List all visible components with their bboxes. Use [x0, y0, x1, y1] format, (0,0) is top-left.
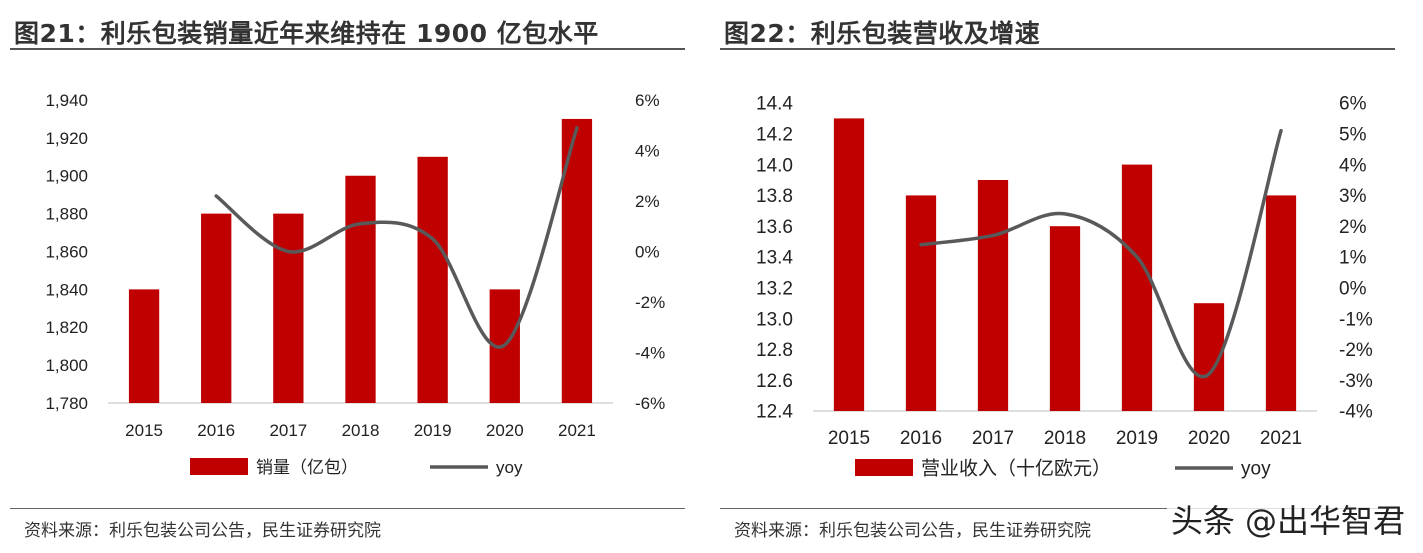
y-left-tick-label: 12.8	[756, 340, 793, 361]
chart-panel-sales: 图21：利乐包装销量近年来维持在 1900 亿包水平 1,780 1,800 1,8…	[10, 0, 685, 553]
y-right-tick-label: -2%	[635, 293, 665, 312]
y-left-tick-label: 13.4	[756, 248, 793, 269]
y-right-tick-label: -1%	[1339, 309, 1373, 330]
bar	[905, 195, 937, 411]
x-tick-label: 2016	[197, 421, 235, 440]
source-divider	[10, 508, 685, 509]
y-left-tick-label: 14.4	[756, 94, 793, 115]
y-right-tick-label: 6%	[635, 91, 660, 110]
y-left-tick-label: 14.0	[756, 155, 793, 176]
y-right-tick-label: 3%	[1339, 186, 1367, 207]
bar	[128, 289, 160, 403]
y-left-tick-label: 14.2	[756, 124, 793, 145]
bar	[345, 175, 376, 403]
y-right-tick-label: 1%	[1339, 248, 1367, 269]
yoy-line	[214, 126, 579, 349]
title-divider	[10, 48, 685, 50]
x-tick-label: 2021	[1260, 428, 1302, 449]
x-tick-label: 2015	[125, 421, 163, 440]
legend-bar-label: 营业收入（十亿欧元）	[921, 458, 1111, 480]
y-left-tick-label: 1,780	[45, 394, 88, 413]
legend-bar-swatch	[190, 458, 248, 475]
y-right-tick-label: 6%	[1339, 94, 1367, 115]
y-left-tick-label: 1,820	[45, 318, 88, 337]
y-right-tick-label: 2%	[635, 192, 660, 211]
legend-bar-label: 销量（亿包）	[256, 458, 358, 478]
y-right-tick-label: 0%	[1339, 278, 1367, 299]
revenue-growth-chart: 12.4 12.6 12.8 13.0 13.2 13.4 13.6 13.8 14.0 14.2…	[756, 94, 1373, 480]
bar	[1049, 226, 1081, 411]
y-right-tick-label: 5%	[1339, 124, 1367, 145]
y-right-tick-label: 2%	[1339, 217, 1367, 238]
yoy-line	[919, 128, 1283, 379]
y-left-tick-label: 12.6	[756, 371, 793, 392]
chart-panel-revenue: 图22：利乐包装营收及增速 12.4 12.6 12.8 13.0 13.2 13.4 13…	[720, 0, 1395, 553]
y-left-tick-label: 1,860	[45, 242, 88, 261]
bar	[977, 180, 1009, 411]
title-divider	[720, 48, 1395, 50]
y-left-tick-label: 13.8	[756, 186, 793, 207]
y-left-tick-label: 13.2	[756, 278, 793, 299]
chart-title: 图22：利乐包装营收及增速	[724, 19, 1041, 48]
y-left-tick-label: 1,880	[45, 205, 88, 224]
source-divider	[720, 508, 1395, 509]
bar	[417, 156, 448, 403]
sales-volume-chart: 1,780 1,800 1,820 1,840 1,860 1,880 1,900 1,920…	[45, 91, 665, 478]
y-right-tick-label: 4%	[635, 141, 660, 160]
x-tick-label: 2021	[558, 421, 596, 440]
watermark: 头条 @出华智君	[1166, 496, 1409, 542]
x-tick-label: 2020	[486, 421, 524, 440]
bar	[1121, 164, 1153, 411]
x-tick-label: 2017	[972, 428, 1014, 449]
legend-line-label: yoy	[496, 458, 523, 477]
x-tick-label: 2015	[828, 428, 870, 449]
x-tick-label: 2020	[1188, 428, 1230, 449]
y-left-tick-label: 1,900	[45, 167, 88, 186]
y-right-tick-label: -2%	[1339, 340, 1373, 361]
chart-title: 图21：利乐包装销量近年来维持在 1900 亿包水平	[14, 19, 599, 48]
y-right-tick-label: -4%	[635, 343, 665, 362]
y-left-tick-label: 13.6	[756, 217, 793, 238]
bar	[273, 213, 304, 403]
y-right-tick-label: -4%	[1339, 402, 1373, 423]
x-tick-label: 2018	[1044, 428, 1086, 449]
y-left-tick-label: 1,920	[45, 129, 88, 148]
x-tick-label: 2019	[414, 421, 452, 440]
y-left-tick-label: 12.4	[756, 402, 793, 423]
x-tick-label: 2019	[1116, 428, 1158, 449]
bar	[201, 213, 232, 403]
y-right-tick-label: -6%	[635, 394, 665, 413]
source-note: 资料来源：利乐包装公司公告，民生证券研究院	[24, 521, 381, 541]
x-tick-label: 2017	[269, 421, 307, 440]
legend-line-label: yoy	[1241, 459, 1271, 480]
y-right-tick-label: 0%	[635, 242, 660, 261]
y-left-tick-label: 1,940	[45, 91, 88, 110]
bar	[833, 118, 865, 412]
x-tick-label: 2018	[342, 421, 380, 440]
x-tick-label: 2016	[900, 428, 942, 449]
y-left-tick-label: 1,840	[45, 280, 88, 299]
y-left-tick-label: 1,800	[45, 356, 88, 375]
y-right-tick-label: -3%	[1339, 371, 1373, 392]
legend-bar-swatch	[855, 459, 913, 476]
y-left-tick-label: 13.0	[756, 309, 793, 330]
bar	[1265, 195, 1297, 411]
y-right-tick-label: 4%	[1339, 155, 1367, 176]
source-note: 资料来源：利乐包装公司公告，民生证券研究院	[734, 521, 1091, 541]
